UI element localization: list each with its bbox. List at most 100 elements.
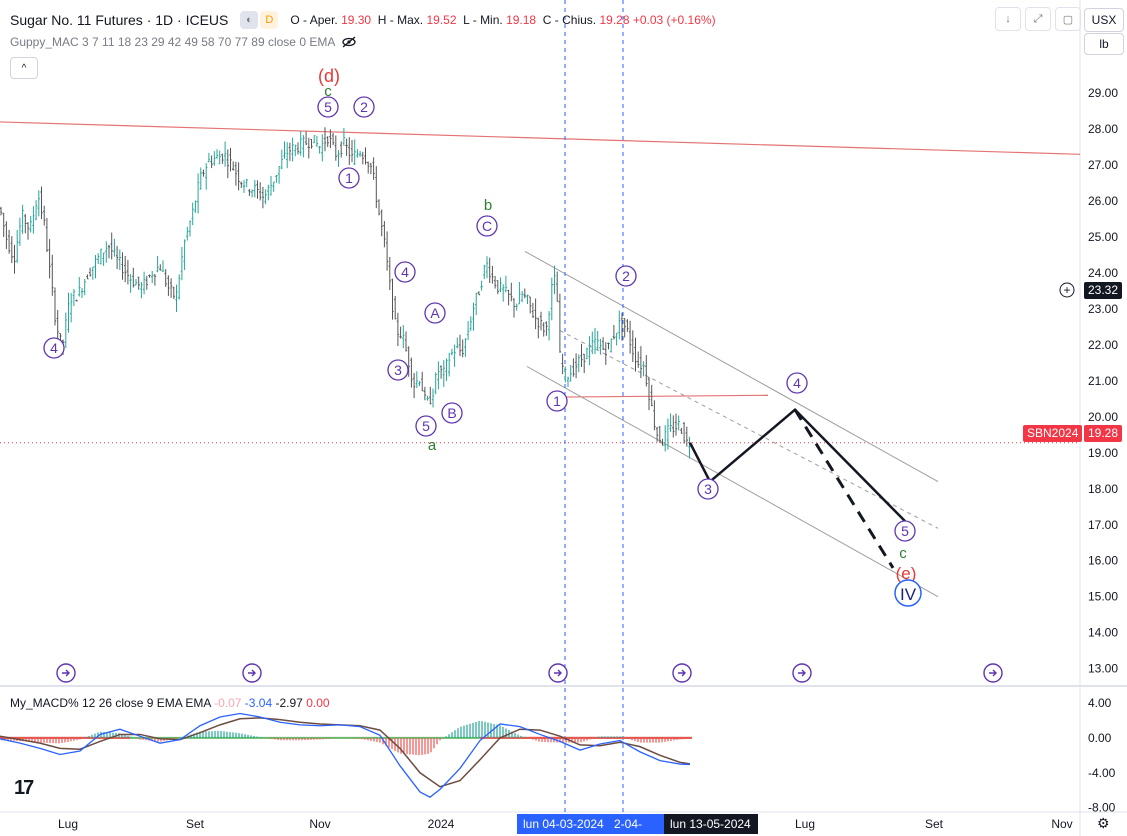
wave-circle-label: 3 [394,362,402,378]
wave-circle [353,96,375,118]
low-value: 19.18 [506,13,537,27]
projection-path-solid [688,407,906,523]
macd-tick-label: 4.00 [1088,696,1112,710]
change-value: +0.03 (+0.16%) [632,13,716,27]
wave-circle [43,337,65,359]
collapse-legend-button[interactable]: ^ [10,57,38,79]
chart-title[interactable]: Sugar No. 11 Futures · 1D · ICEUS [10,12,229,28]
source-badges: ◐ D [240,11,279,29]
low-label: L - Min. [463,13,503,27]
wave-circle [441,402,463,424]
horizontal-level-line [561,394,769,398]
macd-tick-label: -8.00 [1088,801,1116,815]
ohlc-bars [0,127,691,459]
close-value: 19.28 [599,13,630,27]
price-tick-label: 23.00 [1088,302,1118,316]
event-marker-arrow [248,669,256,677]
wave-circle [786,372,808,394]
wave-circle [476,215,498,237]
price-tick-label: 21.00 [1088,374,1118,388]
price-tick-label: 15.00 [1088,590,1118,604]
macd-indicator-label: My_MACD% 12 26 close 9 EMA EMA [10,696,211,710]
event-marker-arrow [989,669,997,677]
macd-signal-line [0,717,691,788]
price-tick-label: 27.00 [1088,158,1118,172]
macd-tick-label: 0.00 [1088,731,1112,745]
date-tag-2: 2-04-2024 [608,814,670,834]
price-tick-label: 29.00 [1088,86,1118,100]
macd-tick-label: -4.00 [1088,766,1116,780]
arrow-down-icon[interactable]: ↓ [995,7,1021,31]
event-marker-arrow [678,669,686,677]
crosshair-price-tag: 23.32 [1084,282,1123,299]
wave-circle [424,302,446,324]
wave-circle-label: 5 [901,523,909,539]
close-label: C - Chius. [542,13,597,27]
wave-circle [338,167,360,189]
wave-circle-label: 5 [422,418,430,434]
wave-label-e: (e) [896,564,917,583]
open-label: O - Aper. [290,13,338,27]
date-tag-3: lun 13-05-2024 [664,814,758,834]
wave-circle-label: 1 [345,170,353,186]
wave-label-d: (d) [318,66,340,86]
unit-select[interactable]: lb [1084,33,1124,55]
currency-select[interactable]: USX [1084,8,1124,32]
wave-label-c-bottom: c [899,545,907,562]
channel-line [526,366,939,598]
time-tick-label: Nov [1051,817,1072,831]
session-badge-icon[interactable]: ◐ [240,11,259,29]
wave-circle [394,261,416,283]
price-tick-label: 19.00 [1088,446,1118,460]
wave-circle [894,520,916,542]
wave-circle-label: 3 [704,481,712,497]
wave-circle [317,96,339,118]
gear-icon[interactable]: ⚙ [1097,815,1110,831]
high-label: H - Max. [377,13,424,27]
price-tick-label: 16.00 [1088,554,1118,568]
fullscreen-icon[interactable]: ⤢ [1025,7,1051,31]
time-tick-label: 2024 [428,817,455,831]
time-tick-label: Lug [795,817,815,831]
event-marker-arrow [62,669,70,677]
price-tick-label: 24.00 [1088,266,1118,280]
chart-header: Sugar No. 11 Futures · 1D · ICEUS ◐ D O … [10,10,716,30]
wave-circle-label: 1 [553,393,561,409]
wave-label-a: a [428,437,437,454]
time-tick-label: Lug [58,817,78,831]
wave-circle-label: B [447,405,456,421]
restore-icon[interactable]: ▢ [1055,7,1081,31]
macd-value-3: -2.97 [275,696,303,710]
delay-badge[interactable]: D [260,11,279,29]
price-tick-label: 14.00 [1088,626,1118,640]
price-tick-label: 18.00 [1088,482,1118,496]
price-tick-label: 20.00 [1088,410,1118,424]
wave-circle-label: 5 [324,99,332,115]
guppy-indicator-label: Guppy_MAC 3 7 11 18 23 29 42 49 58 70 77… [10,35,336,49]
price-tick-label: 26.00 [1088,194,1118,208]
wave-circle-label: C [482,218,492,234]
crosshair-plus-text: + [1063,283,1070,297]
wave-circle-label: 4 [50,340,58,356]
pane-toolbar: ↓ ⤢ ▢ [995,7,1081,31]
wave-iv-label: IV [900,585,917,604]
macd-value-4: 0.00 [306,696,330,710]
wave-circle-label: 4 [793,375,801,391]
date-tag-1: lun 04-03-2024 [517,814,613,834]
projection-path-dashed [793,408,895,569]
guppy-indicator-legend[interactable]: Guppy_MAC 3 7 11 18 23 29 42 49 58 70 77… [10,35,357,49]
tradingview-logo[interactable]: 17 [14,777,34,799]
high-value: 19.52 [426,13,457,27]
wave-circle [546,390,568,412]
macd-indicator-legend[interactable]: My_MACD% 12 26 close 9 EMA EMA -0.07 -3.… [10,696,330,710]
wave-circle [415,415,437,437]
open-value: 19.30 [341,13,372,27]
eye-crossed-icon[interactable] [341,36,357,48]
wave-circle-label: 2 [360,99,368,115]
channel-line [559,330,939,529]
ohlc-readout: O - Aper. 19.30 H - Max. 19.52 L - Min. … [290,13,715,27]
price-tick-label: 22.00 [1088,338,1118,352]
event-marker-arrow [798,669,806,677]
macd-main-line [0,712,691,798]
